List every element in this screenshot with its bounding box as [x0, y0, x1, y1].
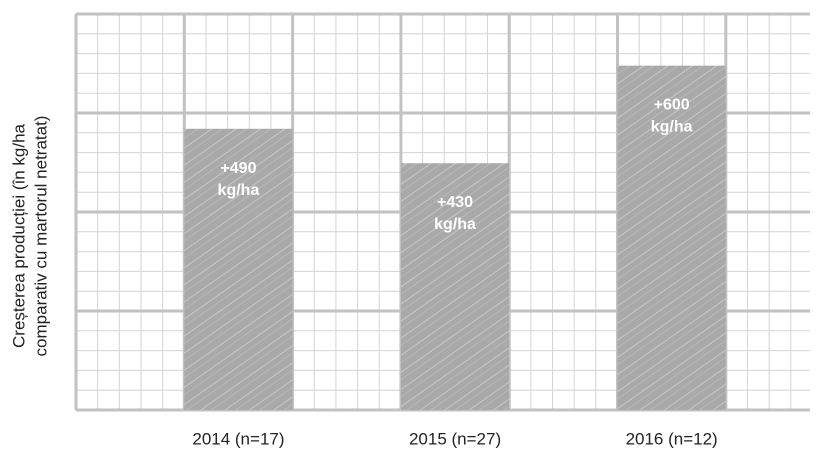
- bar: [184, 128, 293, 411]
- y-axis-label: Creșterea producției (în kg/ha: [9, 123, 28, 347]
- value-label: +430 kg/ha: [434, 194, 476, 233]
- x-tick-label: 2014 (n=17): [192, 429, 284, 448]
- y-axis-label: comparativ cu martorul netratat): [31, 116, 50, 357]
- x-tick-label: 2016 (n=12): [626, 429, 718, 448]
- bar: [617, 65, 726, 411]
- x-tick-label: 2015 (n=27): [409, 429, 501, 448]
- value-label: +490 kg/ha: [218, 160, 260, 199]
- bar: [400, 163, 510, 410]
- value-label: +600 kg/ha: [651, 97, 693, 136]
